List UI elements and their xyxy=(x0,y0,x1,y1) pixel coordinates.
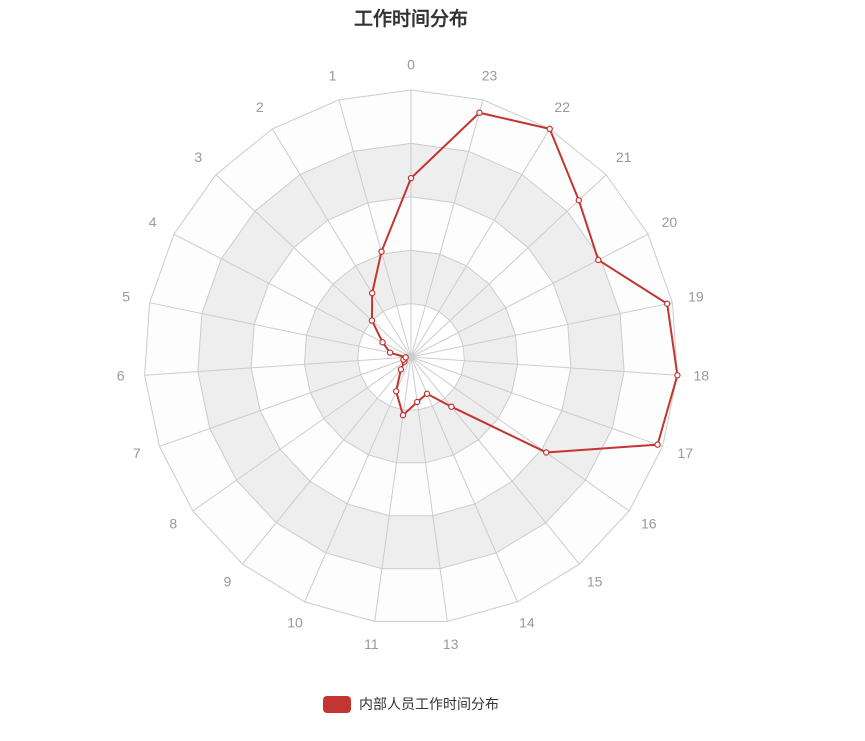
data-point[interactable] xyxy=(399,411,407,419)
data-point[interactable] xyxy=(423,390,431,397)
radar-series-layer xyxy=(368,109,681,456)
data-point[interactable] xyxy=(397,366,405,373)
radar-axis-label: 13 xyxy=(443,636,459,652)
radar-split-line xyxy=(144,89,678,623)
radar-axis-line xyxy=(410,174,607,358)
radar-axis-label: 7 xyxy=(133,445,141,461)
radar-axis-label: 10 xyxy=(287,615,303,631)
radar-axis-line xyxy=(149,302,412,358)
radar-axis-line xyxy=(304,356,412,603)
radar-axis-label: 8 xyxy=(169,516,177,532)
radar-split-line xyxy=(303,249,519,464)
data-point[interactable] xyxy=(407,174,415,182)
legend[interactable]: 内部人员工作时间分布 xyxy=(0,694,822,714)
data-point[interactable] xyxy=(476,109,483,116)
radar-axis-line xyxy=(410,356,580,565)
radar-axis-label: 16 xyxy=(641,516,657,532)
radar-axis-line xyxy=(410,233,649,358)
radar-axis-line xyxy=(410,128,551,358)
radar-axis-label: 23 xyxy=(482,67,498,83)
data-point[interactable] xyxy=(546,125,553,133)
radar-axis-label: 6 xyxy=(117,368,125,384)
radar-axis-label: 1 xyxy=(329,67,337,83)
radar-axis-label: 9 xyxy=(223,573,231,589)
data-point[interactable] xyxy=(386,349,394,356)
radar-axis-label: 20 xyxy=(662,214,678,230)
radar-axis-line xyxy=(192,356,412,512)
radar-axis-line xyxy=(144,356,412,376)
data-point[interactable] xyxy=(392,388,400,395)
data-point[interactable] xyxy=(379,339,386,346)
data-point[interactable] xyxy=(674,372,681,379)
radar-axis-line xyxy=(242,356,412,565)
radar-split-line xyxy=(357,303,465,411)
legend-swatch[interactable] xyxy=(323,695,351,713)
radar-axis-label: 2 xyxy=(256,99,264,115)
radar-axis-label: 14 xyxy=(519,615,535,631)
radar-axis-label: 11 xyxy=(364,636,379,652)
radar-axis-line xyxy=(410,356,663,447)
radar-axis-line xyxy=(215,174,412,358)
radar-axis-label: 4 xyxy=(149,214,157,230)
radar-axis-label: 19 xyxy=(688,288,704,304)
data-point[interactable] xyxy=(663,300,671,307)
radar-axis-label: 18 xyxy=(694,368,710,384)
radar-split-line xyxy=(250,196,572,517)
radar-axis-label: 22 xyxy=(554,99,570,115)
series-line xyxy=(370,111,679,454)
radar-axis-line xyxy=(271,128,412,358)
radar-axis-label: 0 xyxy=(407,57,415,73)
data-point[interactable] xyxy=(413,398,421,406)
data-point[interactable] xyxy=(402,354,409,361)
data-point[interactable] xyxy=(595,256,602,264)
radar-axis-label: 17 xyxy=(677,445,693,461)
radar-axis-line xyxy=(410,356,630,512)
data-point[interactable] xyxy=(448,403,455,410)
radar-axis-line xyxy=(410,356,518,603)
radar-axis-label: 21 xyxy=(616,149,632,165)
chart-title: 工作时间分布 xyxy=(353,8,468,30)
radar-axis-line xyxy=(410,302,673,358)
radar-axis-label: 15 xyxy=(587,573,603,589)
radar-axis-label: 5 xyxy=(122,288,130,304)
data-point[interactable] xyxy=(575,197,583,204)
legend-label[interactable]: 内部人员工作时间分布 xyxy=(359,697,499,713)
data-point[interactable] xyxy=(368,317,376,324)
data-point[interactable] xyxy=(368,289,376,297)
radar-axis-line xyxy=(338,99,412,358)
data-point[interactable] xyxy=(378,248,385,255)
radar-axis-line xyxy=(159,356,412,447)
data-point[interactable] xyxy=(654,441,661,448)
radar-axis-line xyxy=(410,356,678,376)
data-point[interactable] xyxy=(543,449,550,456)
radar-axis-line xyxy=(410,99,484,358)
radar-axis-line xyxy=(173,233,412,358)
radar-axis-label: 3 xyxy=(194,149,202,165)
radar-axis-line xyxy=(374,356,412,622)
